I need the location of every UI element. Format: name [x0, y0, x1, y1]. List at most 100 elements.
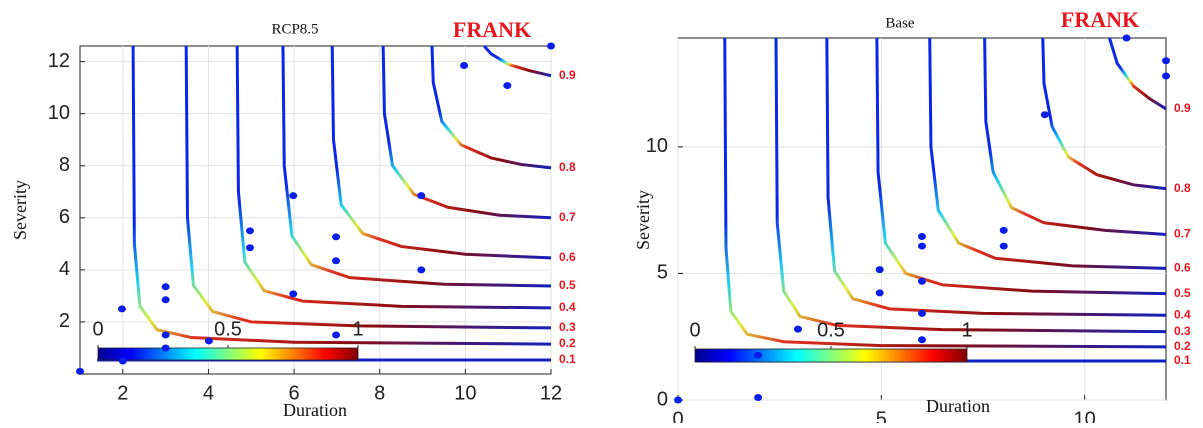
- colorbar-tick-label: 0: [92, 318, 103, 340]
- y-axis-label: Severity: [633, 190, 653, 250]
- colorbar-tick-label: 0.5: [817, 319, 845, 341]
- annotation: FRANK: [453, 17, 531, 42]
- contour-level-label: 0.1: [1174, 353, 1191, 367]
- contour-level-label: 0.9: [1174, 101, 1191, 115]
- scatter-point: [1122, 34, 1131, 42]
- contour-level-label: 0.5: [1174, 286, 1191, 300]
- colorbar-tick-label: 0.5: [214, 318, 242, 340]
- scatter-point: [918, 277, 926, 285]
- scatter-point: [999, 242, 1008, 250]
- contour-level-label: 0.9: [559, 68, 576, 82]
- contour-level-label: 0.7: [1174, 227, 1191, 241]
- x-tick-label: 0: [672, 408, 683, 423]
- colorbar-tick-label: 1: [352, 318, 363, 340]
- contour-line: [430, 45, 552, 170]
- x-tick-label: 5: [876, 408, 887, 423]
- contour-line: [1041, 37, 1167, 191]
- contour-level-label: 0.8: [559, 160, 576, 174]
- contour-level-label: 0.4: [559, 300, 576, 314]
- contour-line: [131, 45, 552, 346]
- y-tick-label: 0: [657, 388, 668, 410]
- scatter-point: [204, 337, 213, 345]
- contour-level-label: 0.1: [559, 352, 576, 366]
- scatter-point: [918, 309, 926, 317]
- scatter-point: [503, 82, 512, 90]
- scatter-point: [460, 62, 469, 70]
- scatter-point: [76, 367, 84, 375]
- contour-level-label: 0.8: [1174, 181, 1191, 195]
- y-tick-label: 2: [59, 310, 70, 332]
- scatter-point: [245, 227, 254, 235]
- scatter-point: [754, 393, 763, 401]
- scatter-point: [289, 290, 298, 298]
- contour-line: [723, 37, 1167, 349]
- contour-level-label: 0.3: [1174, 324, 1191, 338]
- contour-line: [875, 37, 1167, 296]
- colorbar-tick-label: 1: [961, 319, 972, 341]
- scatter-point: [161, 331, 170, 339]
- contour-line: [825, 37, 1167, 317]
- x-tick-label: 10: [1074, 408, 1096, 423]
- scatter-point: [161, 283, 170, 291]
- contour-level-label: 0.5: [559, 278, 576, 292]
- colorbar-tick-label: 0: [689, 319, 700, 341]
- scatter-point: [161, 344, 170, 352]
- scatter-point: [1162, 72, 1170, 80]
- scatter-point: [1162, 57, 1170, 65]
- scatter-point: [674, 396, 682, 404]
- y-axis-label: Severity: [10, 180, 30, 240]
- scatter-point: [332, 257, 341, 265]
- contour-line: [774, 37, 1167, 334]
- contour-line: [928, 37, 1167, 270]
- x-axis-label: Duration: [926, 396, 990, 416]
- y-tick-label: 10: [646, 135, 668, 157]
- scatter-point: [793, 325, 802, 333]
- annotation: FRANK: [1061, 7, 1139, 32]
- contour-line: [281, 45, 552, 288]
- x-tick-label: 10: [454, 382, 476, 404]
- scatter-point: [245, 244, 254, 252]
- scatter-point: [161, 296, 170, 304]
- contour-level-label: 0.2: [559, 336, 576, 350]
- x-tick-label: 8: [374, 382, 385, 404]
- contour-line: [1108, 37, 1167, 111]
- contour-line: [235, 45, 552, 310]
- contour-level-label: 0.6: [559, 250, 576, 264]
- contour-level-label: 0.7: [559, 210, 576, 224]
- scatter-point: [999, 226, 1008, 234]
- colorbar: [694, 348, 968, 363]
- x-tick-label: 6: [289, 382, 300, 404]
- contour-line: [983, 37, 1167, 236]
- scatter-point: [117, 305, 126, 313]
- scatter-point: [547, 42, 555, 50]
- scatter-point: [417, 192, 426, 200]
- scatter-point: [918, 232, 926, 240]
- y-tick-label: 4: [59, 258, 70, 280]
- scatter-point: [918, 242, 926, 250]
- scatter-point: [918, 336, 926, 344]
- x-axis-label: Duration: [283, 400, 347, 420]
- y-tick-label: 12: [48, 50, 70, 72]
- scatter-point: [118, 357, 127, 365]
- chart-title: RCP8.5: [271, 21, 318, 37]
- y-tick-label: 6: [59, 206, 70, 228]
- contour-line: [483, 45, 552, 78]
- scatter-point: [289, 192, 298, 200]
- scatter-point: [875, 266, 884, 274]
- scatter-point: [875, 289, 884, 297]
- contour-line: [184, 45, 552, 330]
- contour-level-label: 0.2: [1174, 339, 1191, 353]
- scatter-point: [332, 233, 341, 241]
- contour-line: [330, 45, 552, 260]
- y-tick-label: 5: [657, 262, 668, 284]
- chart-title: Base: [885, 15, 915, 31]
- contour-line: [381, 45, 552, 220]
- scatter-point: [332, 331, 341, 339]
- contour-level-label: 0.4: [1174, 307, 1191, 321]
- scatter-point: [417, 266, 426, 274]
- contour-level-label: 0.6: [1174, 261, 1191, 275]
- scatter-point: [1040, 111, 1049, 119]
- x-tick-label: 12: [540, 382, 562, 404]
- scatter-point: [754, 351, 763, 359]
